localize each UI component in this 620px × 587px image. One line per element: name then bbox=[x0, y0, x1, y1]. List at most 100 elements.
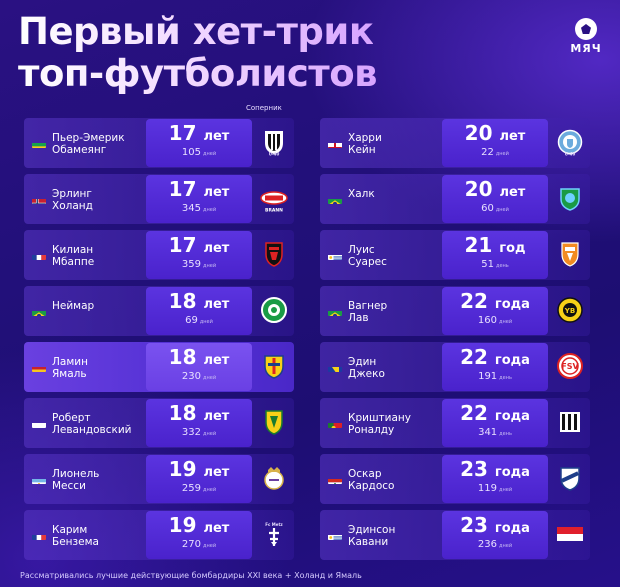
myach-logo: МЯЧ bbox=[566, 18, 606, 55]
age-box: 21 год 51 день bbox=[442, 231, 548, 279]
flag-uruguay-icon bbox=[328, 250, 342, 260]
player-card: Луис Суарес 21 год 51 день bbox=[320, 230, 590, 280]
player-card: Карим Бензема 19 лет 270 дней Fc Metz bbox=[24, 510, 294, 560]
days-value: 359 bbox=[181, 259, 202, 270]
days-unit: дней bbox=[203, 431, 217, 437]
days-unit: дней bbox=[495, 207, 509, 213]
age-days: 270 дней bbox=[146, 539, 252, 550]
age-value: 17 лет bbox=[146, 178, 252, 204]
age-unit: лет bbox=[203, 409, 230, 424]
days-unit: дней bbox=[203, 263, 217, 269]
age-value: 21 год bbox=[442, 234, 548, 260]
age-unit: лет bbox=[499, 185, 526, 200]
days-value: 51 bbox=[481, 259, 494, 270]
crest-caption: U-40 bbox=[565, 152, 576, 157]
age-box: 22 года 191 день bbox=[442, 343, 548, 391]
opponent-column-label: Соперник bbox=[246, 104, 282, 112]
age-days: 105 дней bbox=[146, 147, 252, 158]
age-days: 60 дней bbox=[442, 203, 548, 214]
age-unit: года bbox=[494, 409, 530, 424]
player-card: Эдин Джеко 22 года 191 день FSV bbox=[320, 342, 590, 392]
player-card: Вагнер Лав 22 года 160 дней YB bbox=[320, 286, 590, 336]
age-years: 18 bbox=[168, 345, 197, 369]
age-years: 17 bbox=[168, 121, 197, 145]
age-years: 22 bbox=[460, 345, 488, 369]
age-days: 259 дней bbox=[146, 483, 252, 494]
age-unit: года bbox=[494, 521, 530, 536]
age-years: 17 bbox=[168, 177, 197, 201]
age-value: 20 лет bbox=[442, 122, 548, 148]
age-box: 20 лет 60 дней bbox=[442, 175, 548, 223]
age-box: 19 лет 270 дней bbox=[146, 511, 252, 559]
age-unit: лет bbox=[203, 297, 230, 312]
flag-brazil-icon bbox=[328, 306, 342, 316]
age-value: 22 года bbox=[442, 346, 548, 372]
age-unit: лет bbox=[203, 241, 230, 256]
days-value: 60 bbox=[481, 203, 494, 214]
player-name: Ламин Ямаль bbox=[52, 356, 88, 380]
age-unit: года bbox=[494, 353, 530, 368]
age-unit: год bbox=[499, 241, 526, 256]
tigre-crest-icon bbox=[556, 464, 584, 492]
flag-brazil-icon bbox=[32, 306, 46, 316]
crest-caption: BRANN bbox=[265, 208, 283, 213]
days-unit: дней bbox=[499, 543, 513, 549]
age-value: 23 года bbox=[442, 514, 548, 540]
flag-france-icon bbox=[32, 250, 46, 260]
age-value: 18 лет bbox=[146, 290, 252, 316]
player-card: Неймар 18 лет 69 дней bbox=[24, 286, 294, 336]
player-name: Эдин Джеко bbox=[348, 356, 385, 380]
player-card: Лионель Месси 19 лет 259 дней bbox=[24, 454, 294, 504]
flag-paraguay-icon bbox=[328, 474, 342, 484]
player-name: Халк bbox=[348, 188, 375, 200]
age-years: 19 bbox=[168, 457, 197, 481]
days-value: 259 bbox=[181, 483, 202, 494]
age-box: 20 лет 22 дней bbox=[442, 119, 548, 167]
player-card: Харри Кейн 20 лет 22 дней U-40 bbox=[320, 118, 590, 168]
real-madrid-crest-icon bbox=[260, 464, 288, 492]
days-unit: дней bbox=[499, 487, 513, 493]
days-unit: дней bbox=[203, 375, 217, 381]
player-name: Карим Бензема bbox=[52, 524, 99, 548]
flag-england-icon bbox=[328, 138, 342, 148]
age-unit: лет bbox=[203, 185, 230, 200]
age-unit: лет bbox=[499, 129, 526, 144]
age-unit: лет bbox=[203, 465, 230, 480]
crest-caption: Fc Metz bbox=[265, 522, 283, 527]
age-value: 17 лет bbox=[146, 122, 252, 148]
player-name: Килиан Мбаппе bbox=[52, 244, 95, 268]
days-unit: день bbox=[495, 263, 509, 269]
age-box: 22 года 160 дней bbox=[442, 287, 548, 335]
player-card: Халк 20 лет 60 дней bbox=[320, 174, 590, 224]
age-days: 332 дней bbox=[146, 427, 252, 438]
svg-text:FSV: FSV bbox=[561, 362, 579, 371]
player-card: Оскар Кардосо 23 года 119 дней bbox=[320, 454, 590, 504]
age-years: 17 bbox=[168, 233, 197, 257]
player-name: Роберт Левандовский bbox=[52, 412, 132, 436]
age-box: 17 лет 105 дней bbox=[146, 119, 252, 167]
flag-norway-icon bbox=[32, 194, 46, 204]
age-box: 18 лет 332 дней bbox=[146, 399, 252, 447]
age-value: 18 лет bbox=[146, 402, 252, 428]
days-unit: день bbox=[499, 375, 512, 381]
days-unit: дней bbox=[203, 487, 217, 493]
age-years: 22 bbox=[460, 401, 488, 425]
flag-france-icon bbox=[32, 530, 46, 540]
days-value: 105 bbox=[181, 147, 202, 158]
days-value: 22 bbox=[481, 147, 494, 158]
age-years: 19 bbox=[168, 513, 197, 537]
flag-brazil-icon bbox=[328, 194, 342, 204]
age-value: 19 лет bbox=[146, 458, 252, 484]
age-box: 17 лет 359 дней bbox=[146, 231, 252, 279]
flag-gabon-icon bbox=[32, 138, 46, 148]
ball-icon bbox=[575, 18, 597, 40]
age-years: 20 bbox=[464, 121, 493, 145]
age-days: 160 дней bbox=[442, 315, 548, 326]
player-card: Эдинсон Кавани 23 года 236 дней bbox=[320, 510, 590, 560]
player-name: Эдинсон Кавани bbox=[348, 524, 396, 548]
age-value: 22 года bbox=[442, 402, 548, 428]
player-card: Ламин Ямаль 18 лет 230 дней bbox=[24, 342, 294, 392]
rennes-crest-icon bbox=[260, 240, 288, 268]
days-unit: дней bbox=[495, 151, 509, 157]
crest-caption: U-40 bbox=[269, 152, 280, 157]
